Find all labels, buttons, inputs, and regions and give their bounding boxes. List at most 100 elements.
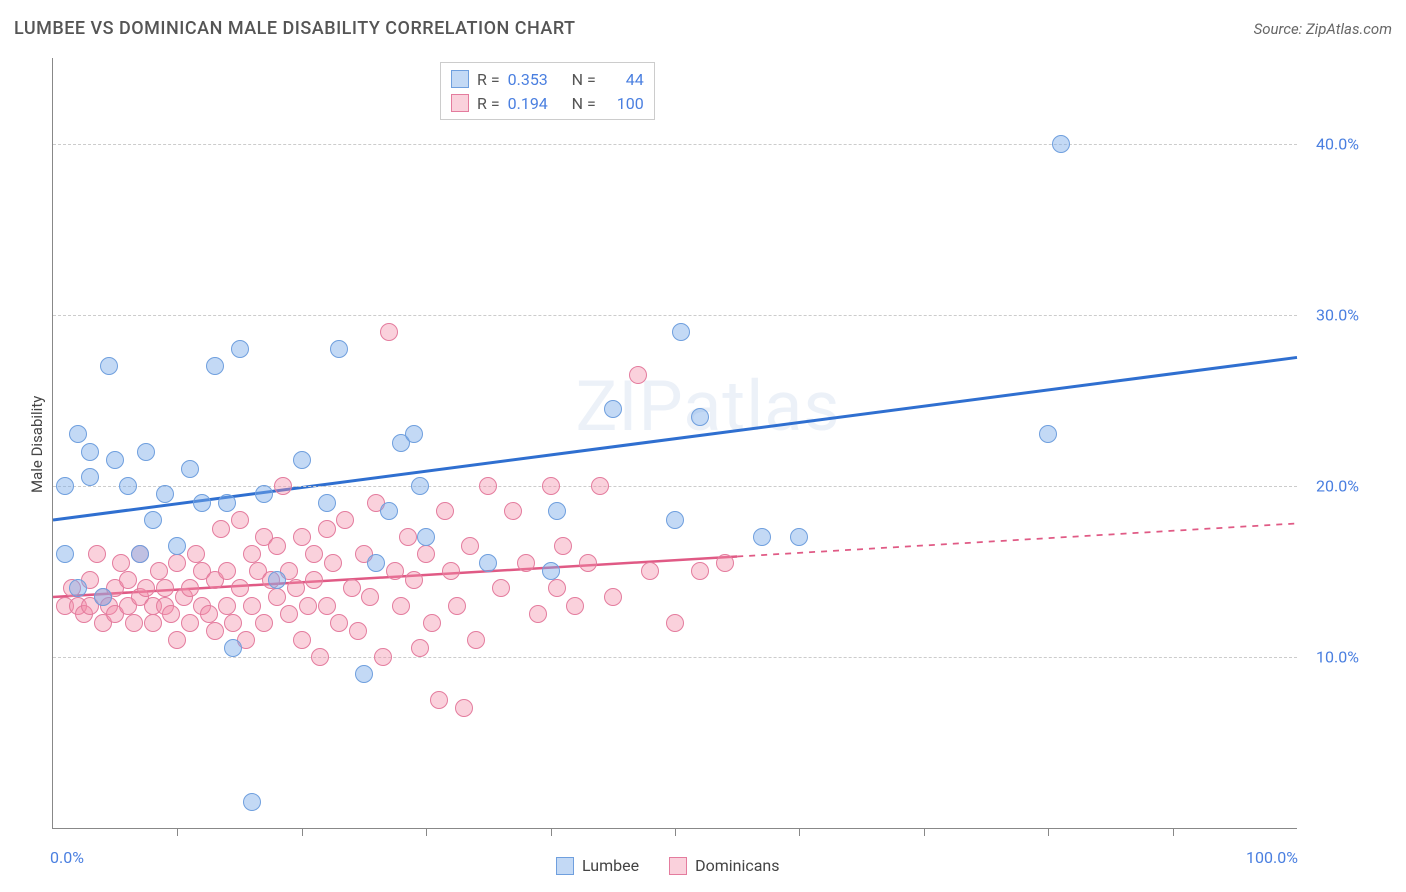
scatter-point xyxy=(392,597,410,615)
gridline xyxy=(53,657,1297,658)
scatter-point xyxy=(629,366,647,384)
gridline xyxy=(53,486,1297,487)
gridline xyxy=(53,144,1297,145)
legend-r-value: 0.353 xyxy=(508,70,564,89)
scatter-point xyxy=(461,537,479,555)
scatter-point xyxy=(150,562,168,580)
scatter-point xyxy=(206,622,224,640)
scatter-point xyxy=(206,357,224,375)
legend-swatch xyxy=(669,857,687,875)
scatter-point xyxy=(119,571,137,589)
scatter-point xyxy=(193,494,211,512)
scatter-point xyxy=(479,477,497,495)
scatter-point xyxy=(604,588,622,606)
x-tick xyxy=(426,828,427,836)
scatter-point xyxy=(56,477,74,495)
scatter-point xyxy=(168,631,186,649)
scatter-point xyxy=(293,451,311,469)
scatter-point xyxy=(455,699,473,717)
legend-series-item: Dominicans xyxy=(669,856,779,875)
scatter-point xyxy=(691,562,709,580)
scatter-point xyxy=(672,323,690,341)
scatter-point xyxy=(330,340,348,358)
legend-series-item: Lumbee xyxy=(556,856,639,875)
x-tick xyxy=(1048,828,1049,836)
scatter-point xyxy=(548,579,566,597)
scatter-point xyxy=(299,597,317,615)
trend-line-extrapolated xyxy=(737,523,1297,556)
scatter-point xyxy=(137,443,155,461)
scatter-point xyxy=(144,614,162,632)
scatter-point xyxy=(1039,425,1057,443)
legend-n-value: 100 xyxy=(604,94,644,113)
scatter-point xyxy=(156,579,174,597)
legend-r-label: R = xyxy=(477,94,500,113)
scatter-point xyxy=(69,579,87,597)
scatter-point xyxy=(1052,135,1070,153)
scatter-point xyxy=(405,425,423,443)
x-tick xyxy=(177,828,178,836)
y-tick-label: 30.0% xyxy=(1316,305,1359,324)
scatter-point xyxy=(162,605,180,623)
y-axis-title: Male Disability xyxy=(28,396,46,493)
x-tick-label: 100.0% xyxy=(1246,848,1298,867)
scatter-point xyxy=(168,554,186,572)
scatter-point xyxy=(293,631,311,649)
legend-swatch xyxy=(451,70,469,88)
scatter-point xyxy=(641,562,659,580)
scatter-point xyxy=(268,588,286,606)
scatter-point xyxy=(125,614,143,632)
scatter-point xyxy=(380,323,398,341)
scatter-point xyxy=(156,485,174,503)
scatter-point xyxy=(324,554,342,572)
trend-line xyxy=(53,357,1297,520)
scatter-point xyxy=(212,520,230,538)
scatter-point xyxy=(517,554,535,572)
scatter-point xyxy=(349,622,367,640)
scatter-point xyxy=(529,605,547,623)
x-tick xyxy=(551,828,552,836)
scatter-point xyxy=(604,400,622,418)
scatter-point xyxy=(311,648,329,666)
scatter-point xyxy=(374,648,392,666)
scatter-point xyxy=(467,631,485,649)
scatter-point xyxy=(218,562,236,580)
y-tick-label: 10.0% xyxy=(1316,647,1359,666)
scatter-point xyxy=(591,477,609,495)
scatter-point xyxy=(548,502,566,520)
x-tick-label: 0.0% xyxy=(50,848,84,867)
x-tick xyxy=(799,828,800,836)
scatter-point xyxy=(436,502,454,520)
legend-series-label: Lumbee xyxy=(582,856,639,875)
scatter-point xyxy=(343,579,361,597)
scatter-point xyxy=(405,571,423,589)
scatter-point xyxy=(168,537,186,555)
scatter-point xyxy=(691,408,709,426)
scatter-point xyxy=(411,477,429,495)
scatter-point xyxy=(218,597,236,615)
scatter-point xyxy=(318,520,336,538)
scatter-point xyxy=(380,502,398,520)
scatter-point xyxy=(94,588,112,606)
scatter-point xyxy=(187,545,205,563)
scatter-point xyxy=(119,477,137,495)
legend-r-label: R = xyxy=(477,70,500,89)
x-tick xyxy=(924,828,925,836)
x-tick xyxy=(675,828,676,836)
series-legend: Lumbee Dominicans xyxy=(556,856,780,875)
scatter-point xyxy=(355,665,373,683)
scatter-point xyxy=(554,537,572,555)
scatter-point xyxy=(243,793,261,811)
scatter-point xyxy=(112,554,130,572)
scatter-point xyxy=(144,511,162,529)
scatter-point xyxy=(268,537,286,555)
scatter-point xyxy=(790,528,808,546)
legend-n-label: N = xyxy=(572,94,596,113)
scatter-point xyxy=(280,605,298,623)
legend-r-value: 0.194 xyxy=(508,94,564,113)
x-tick xyxy=(1173,828,1174,836)
scatter-point xyxy=(100,357,118,375)
scatter-point xyxy=(131,545,149,563)
scatter-point xyxy=(255,614,273,632)
scatter-point xyxy=(255,485,273,503)
